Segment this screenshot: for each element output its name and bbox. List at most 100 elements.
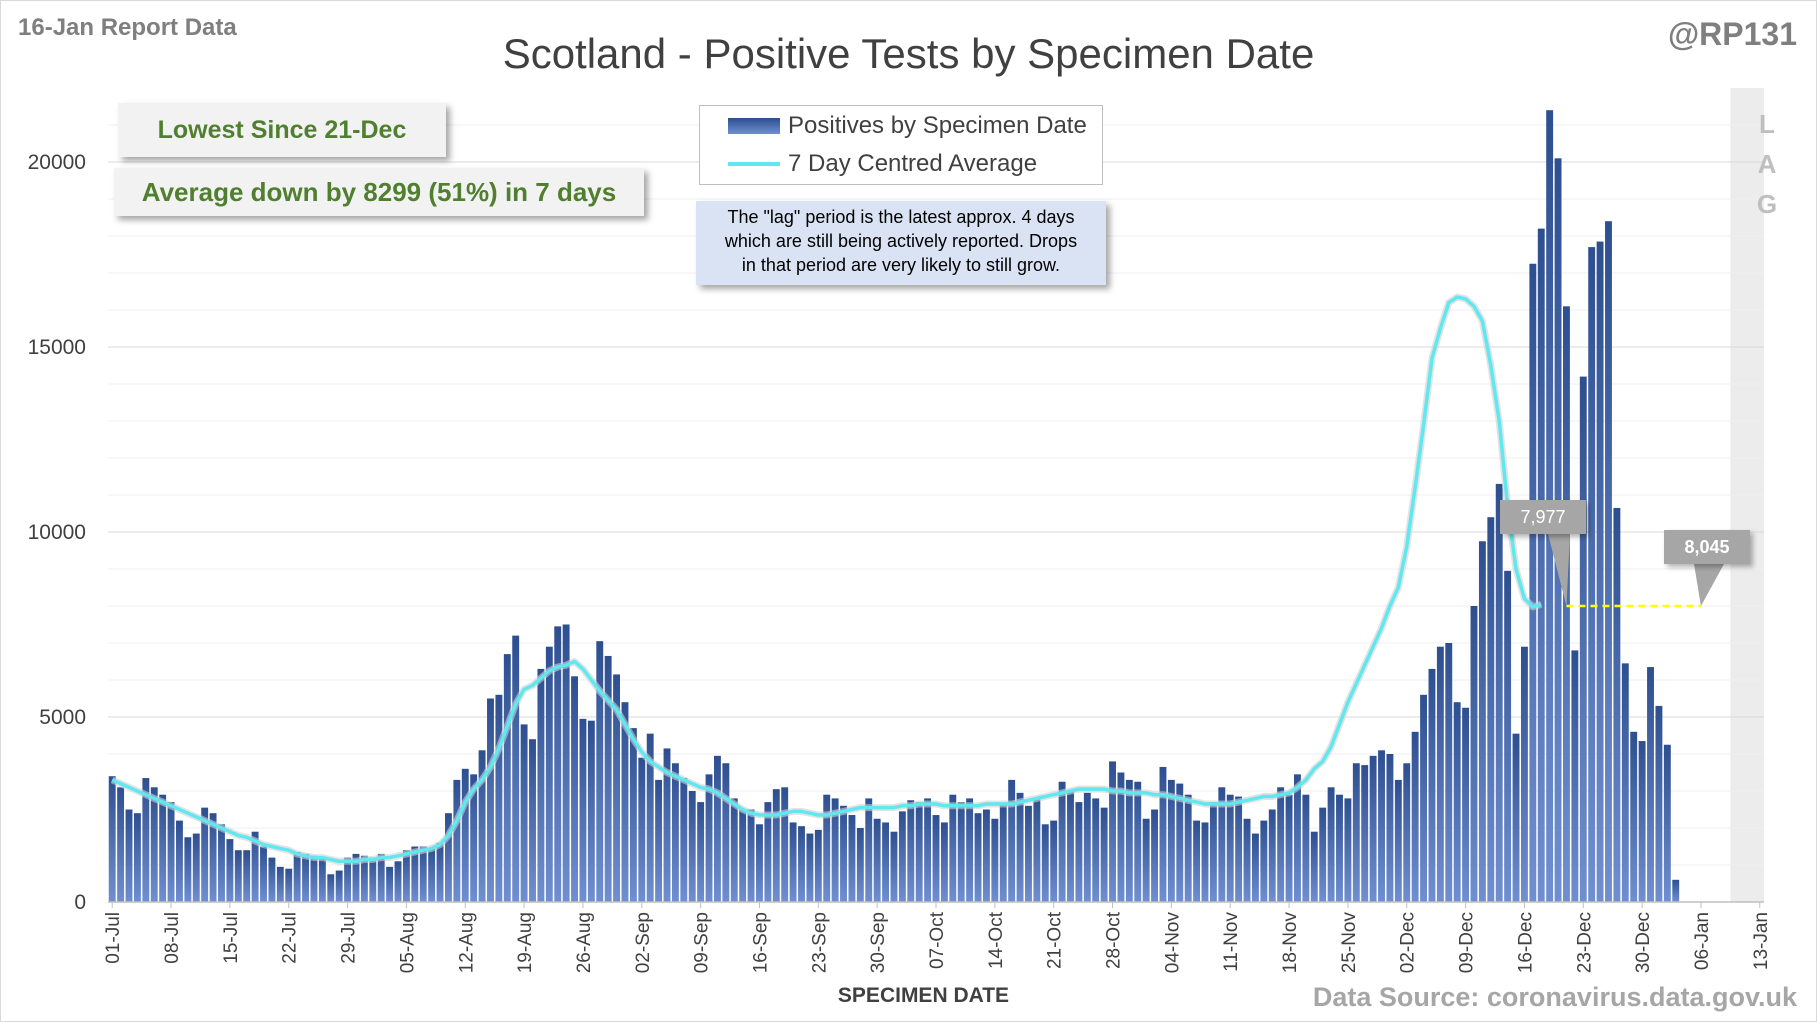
lag-explanation-note: The "lag" period is the latest approx. 4… — [696, 201, 1106, 285]
data-bar — [1336, 794, 1343, 902]
data-bar — [562, 624, 570, 902]
data-bar — [713, 755, 721, 902]
data-bar — [218, 824, 225, 902]
data-bar — [520, 724, 528, 902]
data-bar — [890, 831, 898, 902]
data-bar — [1025, 805, 1032, 902]
data-bar — [1352, 763, 1360, 902]
x-tick-label: 23-Dec — [1574, 912, 1595, 973]
data-bar — [772, 789, 780, 902]
x-tick-label: 02-Dec — [1398, 912, 1419, 973]
data-bar — [806, 833, 814, 902]
data-bar — [680, 778, 688, 902]
data-bar — [445, 813, 452, 902]
data-bar — [1411, 731, 1419, 902]
data-bar — [1176, 783, 1184, 902]
data-bar — [1067, 791, 1074, 902]
data-bar — [150, 787, 158, 902]
data-bar — [831, 798, 839, 902]
data-bar — [192, 833, 200, 902]
data-bar — [453, 779, 461, 902]
data-bar — [386, 866, 394, 902]
data-bar — [756, 824, 763, 902]
data-bar — [302, 853, 309, 902]
data-bar — [495, 694, 503, 902]
x-tick-label: 25-Nov — [1339, 912, 1360, 974]
x-tick-label: 13-Jan — [1751, 912, 1772, 970]
data-bar — [360, 855, 368, 902]
data-bar — [655, 779, 663, 902]
data-bar — [461, 768, 469, 902]
data-bar — [1285, 794, 1293, 902]
data-bar — [1605, 221, 1612, 902]
data-bar — [1159, 766, 1167, 902]
y-tick-label: 15000 — [28, 336, 86, 359]
data-bar — [285, 868, 293, 902]
x-tick-label: 11-Nov — [1221, 912, 1242, 972]
data-bar — [613, 674, 621, 902]
data-bar — [1184, 794, 1192, 902]
data-bar — [1125, 779, 1133, 902]
data-bar — [688, 791, 696, 902]
start-marker-pointer — [1548, 534, 1570, 606]
data-bar — [234, 850, 242, 902]
data-bar — [226, 839, 234, 902]
data-bar — [344, 857, 352, 902]
data-bar — [974, 813, 982, 902]
data-bar — [1243, 818, 1251, 902]
average-line-shadow — [110, 293, 1543, 865]
x-tick-label: 07-Oct — [927, 911, 948, 969]
data-bar — [394, 861, 402, 902]
data-bar — [318, 857, 326, 902]
data-bar — [1344, 798, 1352, 902]
data-bar — [1445, 643, 1453, 902]
data-bar — [1193, 820, 1201, 902]
data-bar — [1310, 831, 1318, 902]
x-tick-label: 01-Jul — [103, 912, 124, 964]
data-bar — [1579, 376, 1587, 903]
x-tick-label: 12-Aug — [456, 912, 477, 973]
data-bar — [251, 831, 259, 902]
data-bar — [1050, 820, 1058, 902]
data-bar — [327, 874, 335, 902]
x-tick-label: 21-Oct — [1045, 911, 1066, 969]
data-bar — [1058, 781, 1066, 902]
data-bar — [1092, 798, 1100, 902]
data-bar — [1251, 833, 1259, 902]
legend-label-bars: Positives by Specimen Date — [788, 112, 1087, 139]
lag-label: L A G — [1752, 104, 1782, 224]
data-bar — [882, 822, 890, 902]
data-bar — [865, 798, 873, 902]
data-bar — [1117, 772, 1125, 902]
data-bar — [991, 818, 999, 902]
x-tick-label: 16-Sep — [750, 912, 771, 973]
data-bar — [545, 646, 553, 902]
data-bar — [1277, 787, 1285, 902]
x-tick-label: 28-Oct — [1104, 911, 1125, 969]
data-bar — [587, 720, 595, 902]
x-tick-label: 09-Sep — [692, 912, 713, 973]
data-bar — [924, 798, 932, 902]
data-source-label: Data Source: coronavirus.data.gov.uk — [1312, 982, 1797, 1012]
data-bar — [1361, 765, 1369, 902]
data-bar — [159, 794, 167, 902]
data-bar — [697, 802, 705, 902]
data-bar — [814, 829, 822, 902]
lowest-since-callout: Lowest Since 21-Dec — [118, 103, 446, 157]
x-tick-label: 09-Dec — [1457, 912, 1478, 973]
data-bar — [1520, 646, 1528, 902]
data-bar — [1268, 809, 1276, 902]
data-bar — [907, 800, 915, 902]
x-axis-title: SPECIMEN DATE — [837, 984, 1010, 1007]
data-bar — [167, 802, 175, 902]
data-bar — [1638, 741, 1646, 902]
x-tick-label: 23-Sep — [809, 912, 830, 973]
legend-item-bars: Positives by Specimen Date — [728, 112, 1087, 140]
data-bar — [957, 802, 965, 902]
data-bar — [1655, 705, 1663, 902]
data-bar — [1512, 733, 1520, 902]
data-bar — [1470, 606, 1478, 902]
data-bar — [873, 818, 881, 902]
data-bar — [604, 655, 612, 902]
